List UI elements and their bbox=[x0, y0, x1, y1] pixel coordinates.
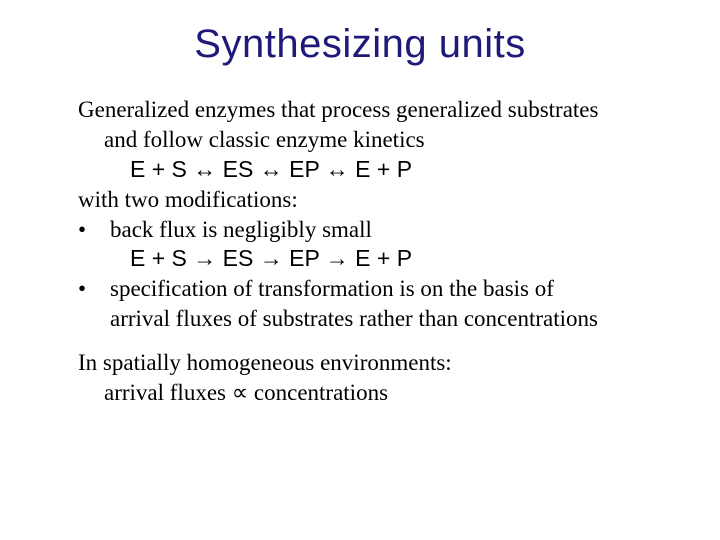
bullet-item-2: • specification of transformation is on … bbox=[78, 274, 660, 334]
slide-body: Generalized enzymes that process general… bbox=[0, 95, 720, 408]
equation-forward: E + S → ES → EP → E + P bbox=[78, 244, 660, 274]
paragraph-modifications: with two modifications: bbox=[78, 185, 660, 215]
bullet-dot-icon: • bbox=[78, 215, 110, 245]
slide: Synthesizing units Generalized enzymes t… bbox=[0, 0, 720, 540]
bullet-2-line1: specification of transformation is on th… bbox=[110, 274, 660, 304]
paragraph-intro-line2: and follow classic enzyme kinetics bbox=[78, 125, 660, 155]
paragraph-closing-line2: arrival fluxes ∝ concentrations bbox=[78, 378, 660, 408]
bullet-2-line2: arrival fluxes of substrates rather than… bbox=[110, 304, 660, 334]
paragraph-intro-line1: Generalized enzymes that process general… bbox=[78, 95, 660, 125]
paragraph-closing-line1: In spatially homogeneous environments: bbox=[78, 348, 660, 378]
slide-title: Synthesizing units bbox=[0, 0, 720, 95]
bullet-dot-icon: • bbox=[78, 274, 110, 304]
bullet-item-1: • back flux is negligibly small bbox=[78, 215, 660, 245]
bullet-1-text: back flux is negligibly small bbox=[110, 215, 660, 245]
equation-bidirectional: E + S ↔ ES ↔ EP ↔ E + P bbox=[78, 155, 660, 185]
